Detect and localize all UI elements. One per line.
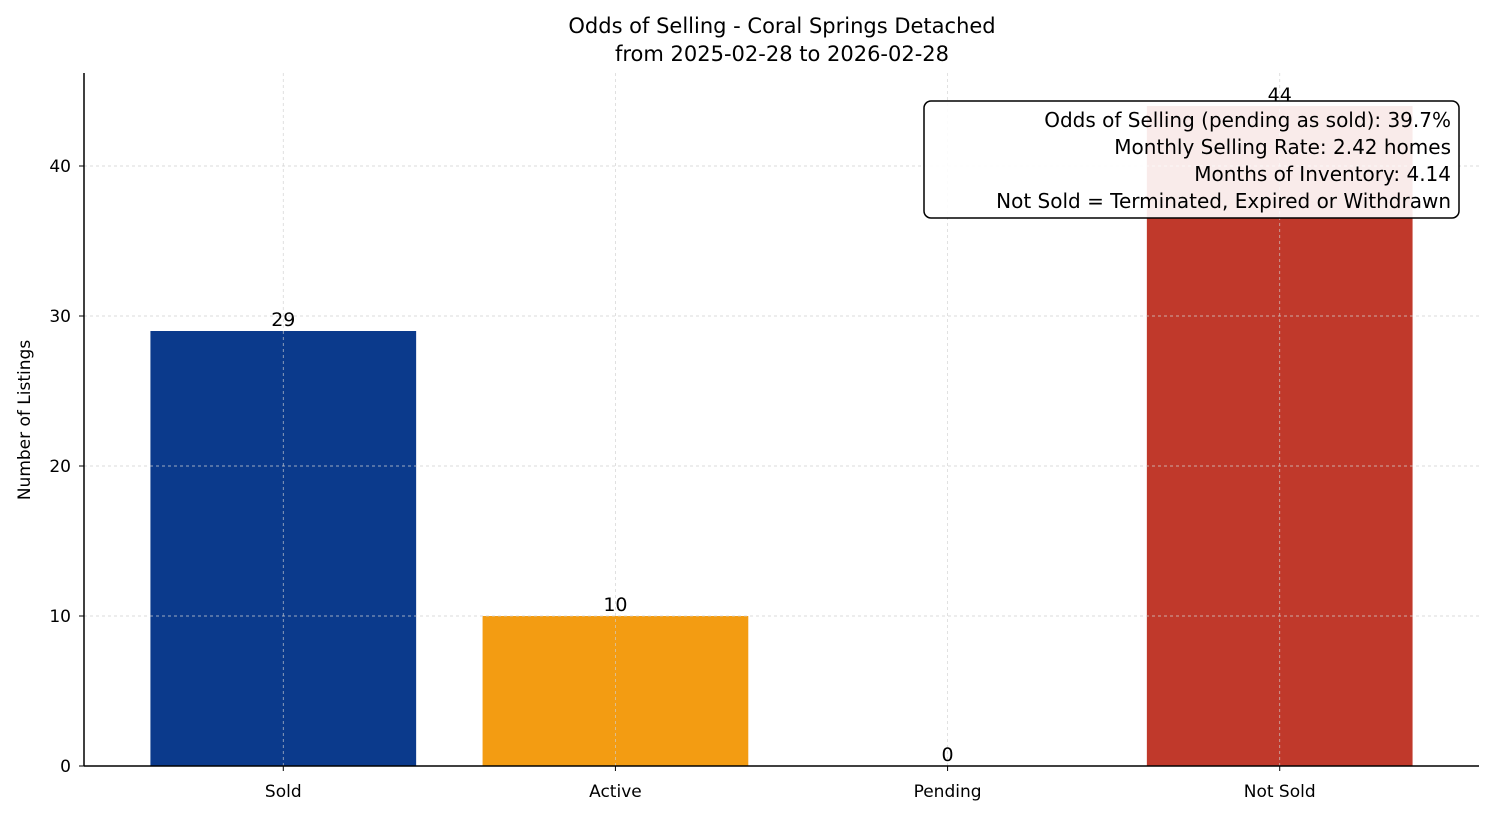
y-tick-label: 10 [49,607,71,627]
y-tick-label: 30 [49,307,71,327]
y-tick-label: 40 [49,157,71,177]
chart-title: Odds of Selling - Coral Springs Detached [568,14,995,38]
annotation-box: Odds of Selling (pending as sold): 39.7%… [923,100,1460,219]
y-tick-label: 0 [60,757,71,777]
annotation-box-frame [923,100,1460,219]
x-tick-label: Active [589,782,642,802]
x-tick-label: Pending [914,782,982,802]
data-label: 29 [271,309,295,331]
annotation-line: Odds of Selling (pending as sold): 39.7% [1044,108,1451,132]
axes: 0 10 20 30 40 Sold Active Pending Not Sold [49,73,1479,802]
data-label: 10 [603,594,627,616]
annotation-line: Months of Inventory: 4.14 [1194,162,1451,186]
annotation-line: Monthly Selling Rate: 2.42 homes [1114,135,1451,159]
y-tick-label: 20 [49,457,71,477]
annotation-line: Not Sold = Terminated, Expired or Withdr… [996,189,1451,213]
chart-subtitle: from 2025-02-28 to 2026-02-28 [615,42,949,66]
x-tick-label: Sold [265,782,302,802]
y-axis-label: Number of Listings [15,340,35,500]
x-tick-label: Not Sold [1244,782,1316,802]
data-label: 0 [942,744,954,766]
